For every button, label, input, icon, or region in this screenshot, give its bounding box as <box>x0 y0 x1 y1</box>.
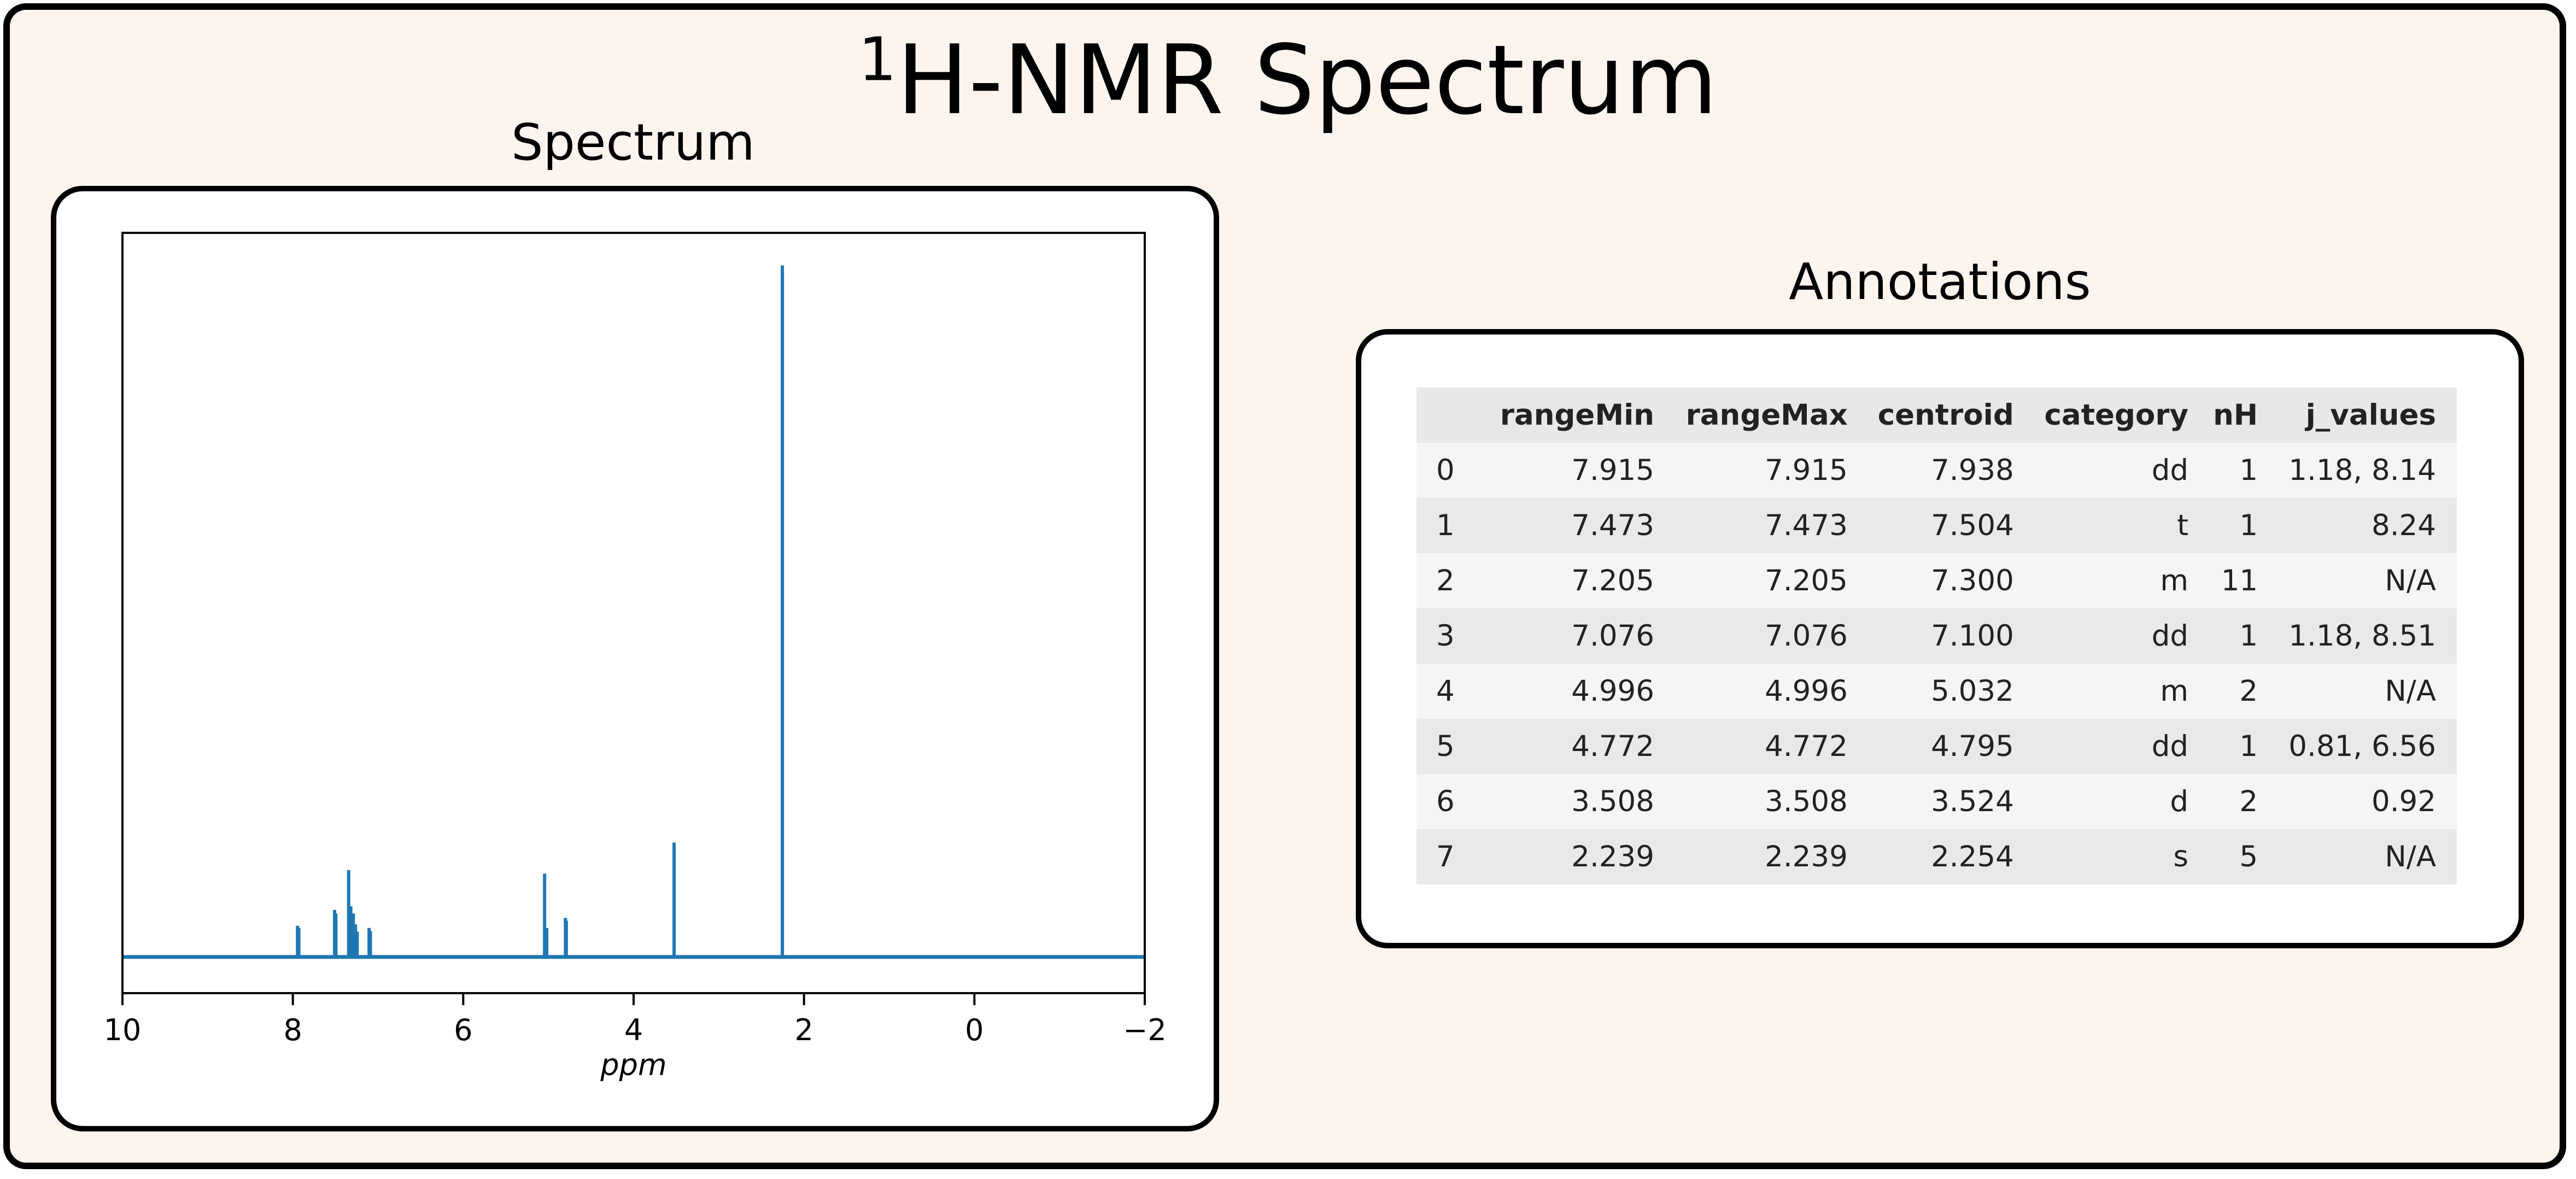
table-cell: 7.100 <box>1931 619 2014 653</box>
table-cell: 7.205 <box>1571 564 1654 597</box>
table-cell: 2 <box>2239 785 2258 818</box>
x-tick-label: 2 <box>794 1013 813 1047</box>
table-cell: 1 <box>2239 619 2258 653</box>
table-cell: 7.205 <box>1765 564 1848 597</box>
table-cell: 2.239 <box>1765 840 1848 873</box>
table-row: 3 7.076 7.076 7.100 dd 1 1.18, 8.51 <box>1416 608 2457 664</box>
table-cell: 8.24 <box>2371 509 2436 542</box>
table-cell: N/A <box>2385 840 2436 873</box>
annotations-panel <box>1356 329 2524 948</box>
column-header: rangeMax <box>1685 398 1848 432</box>
table-cell: t <box>2177 509 2189 542</box>
table-cell: m <box>2160 564 2189 597</box>
column-header: centroid <box>1877 398 2014 432</box>
column-header <box>1416 388 1490 443</box>
table-cell: 0.81, 6.56 <box>2288 730 2436 763</box>
x-tick-label: 10 <box>104 1013 142 1047</box>
table-cell: 5.032 <box>1931 674 2014 708</box>
table-row: 1 7.473 7.473 7.504 t 1 8.24 <box>1416 498 2457 553</box>
table-cell: 1.18, 8.14 <box>2288 454 2436 487</box>
table-cell: dd <box>2151 454 2189 487</box>
table-cell: 4.996 <box>1571 674 1654 708</box>
table-cell: s <box>2173 840 2189 873</box>
table-cell: N/A <box>2385 564 2436 597</box>
table-cell: 4.795 <box>1931 730 2014 763</box>
row-index-cell: 5 <box>1436 730 1455 763</box>
spectrum-panel <box>51 186 1219 1131</box>
table-cell: d <box>2170 785 2189 818</box>
column-header: rangeMin <box>1500 398 1654 432</box>
row-index-cell: 3 <box>1436 619 1455 653</box>
table-cell: 3.508 <box>1765 785 1848 818</box>
row-index-cell: 4 <box>1436 674 1455 708</box>
table-row: 0 7.915 7.915 7.938 dd 1 1.18, 8.14 <box>1416 443 2457 498</box>
plot-area-frame <box>121 232 1146 994</box>
table-cell: 7.473 <box>1765 509 1848 542</box>
table-cell: 4.996 <box>1765 674 1848 708</box>
table-row: 5 4.772 4.772 4.795 dd 1 0.81, 6.56 <box>1416 719 2457 774</box>
table-cell: 7.915 <box>1765 454 1848 487</box>
table-cell: 7.915 <box>1571 454 1654 487</box>
table-cell: m <box>2160 674 2189 708</box>
table-cell: 5 <box>2239 840 2258 873</box>
table-cell: 1 <box>2239 509 2258 542</box>
table-cell: 4.772 <box>1765 730 1848 763</box>
x-tick-label: 0 <box>965 1013 983 1047</box>
x-tick-label: −2 <box>1123 1013 1167 1047</box>
x-tick-label: 8 <box>283 1013 302 1047</box>
table-cell: 7.938 <box>1931 454 2014 487</box>
table-cell: N/A <box>2385 674 2436 708</box>
table-cell: 2.254 <box>1931 840 2014 873</box>
table-row: 7 2.239 2.239 2.254 s 5 N/A <box>1416 829 2457 884</box>
table-cell: 3.524 <box>1931 785 2014 818</box>
main-title: 1H-NMR Spectrum <box>0 30 2576 129</box>
spectrum-panel-title: Spectrum <box>511 113 755 172</box>
row-index-cell: 2 <box>1436 564 1455 597</box>
table-cell: 3.508 <box>1571 785 1654 818</box>
row-index-cell: 1 <box>1436 509 1455 542</box>
x-tick-label: 4 <box>624 1013 643 1047</box>
row-index-cell: 7 <box>1436 840 1455 873</box>
table-cell: 7.473 <box>1571 509 1654 542</box>
table-cell: 2 <box>2239 674 2258 708</box>
table-row: 2 7.205 7.205 7.300 m 11 N/A <box>1416 553 2457 608</box>
row-index-cell: 6 <box>1436 785 1455 818</box>
table-cell: 0.92 <box>2371 785 2436 818</box>
annotations-panel-title: Annotations <box>1789 253 2091 311</box>
table-row: 6 3.508 3.508 3.524 d 2 0.92 <box>1416 774 2457 829</box>
annotations-table: rangeMin rangeMax centroid category nH j_valu… <box>1416 388 2457 884</box>
table-cell: 7.076 <box>1765 619 1848 653</box>
table-cell: 2.239 <box>1571 840 1654 873</box>
table-row: 4 4.996 4.996 5.032 m 2 N/A <box>1416 664 2457 719</box>
x-tick-label: 6 <box>454 1013 472 1047</box>
table-cell: 1.18, 8.51 <box>2288 619 2436 653</box>
table-cell: 1 <box>2239 454 2258 487</box>
table-cell: dd <box>2151 730 2189 763</box>
table-cell: 11 <box>2221 564 2258 597</box>
table-cell: 1 <box>2239 730 2258 763</box>
table-body: 0 7.915 7.915 7.938 dd 1 1.18, 8.14 1 7.473 7.473… <box>1416 443 2457 884</box>
column-header: category <box>2044 398 2189 432</box>
table-cell: 4.772 <box>1571 730 1654 763</box>
table-cell: 7.076 <box>1571 619 1654 653</box>
main-title-superscript: 1 <box>858 24 897 95</box>
table-cell: 7.504 <box>1931 509 2014 542</box>
table-header-row: rangeMin rangeMax centroid category nH j_valu… <box>1416 388 2457 443</box>
main-title-text: H-NMR Spectrum <box>897 25 1718 136</box>
column-header: j_values <box>2305 398 2436 432</box>
x-axis-label: ppm <box>600 1048 666 1082</box>
column-header: nH <box>2213 398 2258 432</box>
row-index-cell: 0 <box>1436 454 1455 487</box>
table-cell: 7.300 <box>1931 564 2014 597</box>
table-cell: dd <box>2151 619 2189 653</box>
